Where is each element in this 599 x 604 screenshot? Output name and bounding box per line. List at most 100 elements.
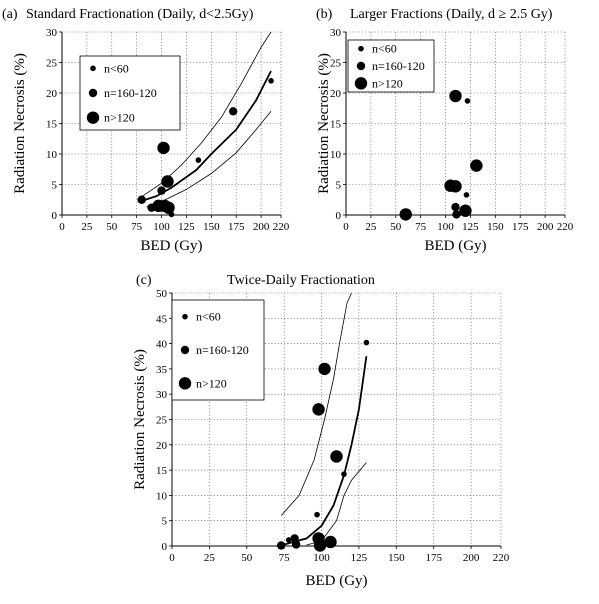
y-tick-label: 25 xyxy=(46,58,58,70)
panel-c xyxy=(169,292,502,552)
x-tick-label: 100 xyxy=(437,221,454,233)
legend-marker xyxy=(356,61,366,71)
x-tick-label: 0 xyxy=(169,552,175,564)
y-tick-label: 0 xyxy=(162,541,168,553)
legend-label: n<60 xyxy=(196,310,221,324)
data-point xyxy=(451,202,460,212)
y-tick-label: 30 xyxy=(156,389,168,401)
data-point xyxy=(162,201,175,214)
y-tick-label: 15 xyxy=(156,465,168,477)
legend-marker xyxy=(178,377,192,390)
legend-marker xyxy=(90,65,96,72)
data-point xyxy=(470,159,483,172)
y-tick-label: 10 xyxy=(330,149,342,161)
x-tick-label: 25 xyxy=(81,221,93,233)
y-tick-label: 25 xyxy=(330,58,342,70)
data-point xyxy=(464,98,471,104)
panel-label: (a) xyxy=(2,7,18,22)
data-point xyxy=(276,541,286,550)
x-tick-label: 175 xyxy=(512,221,529,233)
x-tick-label: 200 xyxy=(537,221,554,233)
panel-label: (b) xyxy=(316,7,333,22)
x-tick-label: 175 xyxy=(228,221,245,233)
legend-label: n=160-120 xyxy=(104,86,157,100)
x-tick-label: 150 xyxy=(388,552,405,564)
fit-curve xyxy=(139,70,272,203)
legend-label: n<60 xyxy=(372,42,397,56)
x-axis-label: BED (Gy) xyxy=(305,573,367,589)
y-tick-label: 5 xyxy=(162,516,168,528)
x-tick-label: 50 xyxy=(241,552,253,564)
data-point xyxy=(449,89,462,103)
y-tick-label: 50 xyxy=(156,288,168,300)
panel-a xyxy=(59,31,282,218)
x-tick-label: 25 xyxy=(365,221,377,233)
y-axis-label: Radiation Necrosis (%) xyxy=(316,53,332,194)
legend-label: n=160-120 xyxy=(372,59,425,73)
legend-marker xyxy=(88,88,98,98)
y-tick-label: 5 xyxy=(336,180,342,192)
x-tick-label: 150 xyxy=(203,221,220,233)
legend-marker xyxy=(358,45,364,52)
confidence-curve xyxy=(280,292,352,516)
data-point xyxy=(399,208,412,221)
y-tick-label: 10 xyxy=(46,149,58,161)
data-point xyxy=(324,535,337,549)
x-tick-label: 75 xyxy=(415,221,427,233)
data-point xyxy=(314,511,320,518)
legend-label: n<60 xyxy=(104,61,129,75)
y-tick-label: 0 xyxy=(52,210,58,222)
x-tick-label: 0 xyxy=(343,221,349,233)
y-tick-label: 45 xyxy=(156,313,168,325)
data-point xyxy=(341,471,347,477)
y-axis-label: Radiation Necrosis (%) xyxy=(132,349,148,490)
x-tick-label: 220 xyxy=(557,221,574,233)
data-point xyxy=(318,362,331,376)
data-point xyxy=(459,204,472,217)
legend-label: n>120 xyxy=(104,111,135,125)
y-tick-label: 10 xyxy=(156,490,168,502)
legend-label: n>120 xyxy=(196,376,227,390)
legend-label: n=160-120 xyxy=(196,343,249,357)
x-tick-label: 0 xyxy=(59,221,65,233)
x-tick-label: 25 xyxy=(204,552,216,564)
x-tick-label: 200 xyxy=(463,552,480,564)
data-point xyxy=(137,195,146,204)
y-tick-label: 35 xyxy=(156,364,168,376)
confidence-curve xyxy=(306,462,367,546)
x-tick-label: 100 xyxy=(313,552,330,564)
y-tick-label: 5 xyxy=(52,180,58,192)
x-tick-label: 125 xyxy=(351,552,368,564)
x-axis-label: BED (Gy) xyxy=(140,238,202,254)
x-tick-label: 125 xyxy=(178,221,195,233)
data-point xyxy=(449,180,462,193)
y-axis-label: Radiation Necrosis (%) xyxy=(12,53,28,194)
y-tick-label: 0 xyxy=(336,210,342,222)
data-point xyxy=(268,78,274,84)
chart-title: Standard Fractionation (Daily, d<2.5Gy) xyxy=(26,7,254,22)
data-point xyxy=(330,450,343,463)
chart-title: Twice-Daily Fractionation xyxy=(227,273,375,288)
data-point xyxy=(463,192,470,198)
fit-curve xyxy=(283,356,368,546)
x-tick-label: 125 xyxy=(462,221,479,233)
y-tick-label: 20 xyxy=(156,440,168,452)
x-tick-label: 100 xyxy=(153,221,170,233)
legend-marker xyxy=(86,111,100,124)
x-tick-label: 200 xyxy=(253,221,270,233)
y-tick-label: 25 xyxy=(156,415,168,427)
data-point xyxy=(312,403,325,416)
data-point xyxy=(285,537,292,543)
data-point xyxy=(168,211,175,218)
panel-label: (c) xyxy=(136,273,152,288)
data-point xyxy=(161,175,174,188)
y-tick-label: 15 xyxy=(46,119,58,131)
legend-marker xyxy=(354,77,368,90)
legend-marker xyxy=(182,313,188,320)
x-tick-label: 220 xyxy=(273,221,290,233)
legend-marker xyxy=(180,345,190,355)
data-point xyxy=(363,339,370,346)
y-tick-label: 40 xyxy=(156,339,168,351)
y-tick-label: 30 xyxy=(46,27,58,39)
